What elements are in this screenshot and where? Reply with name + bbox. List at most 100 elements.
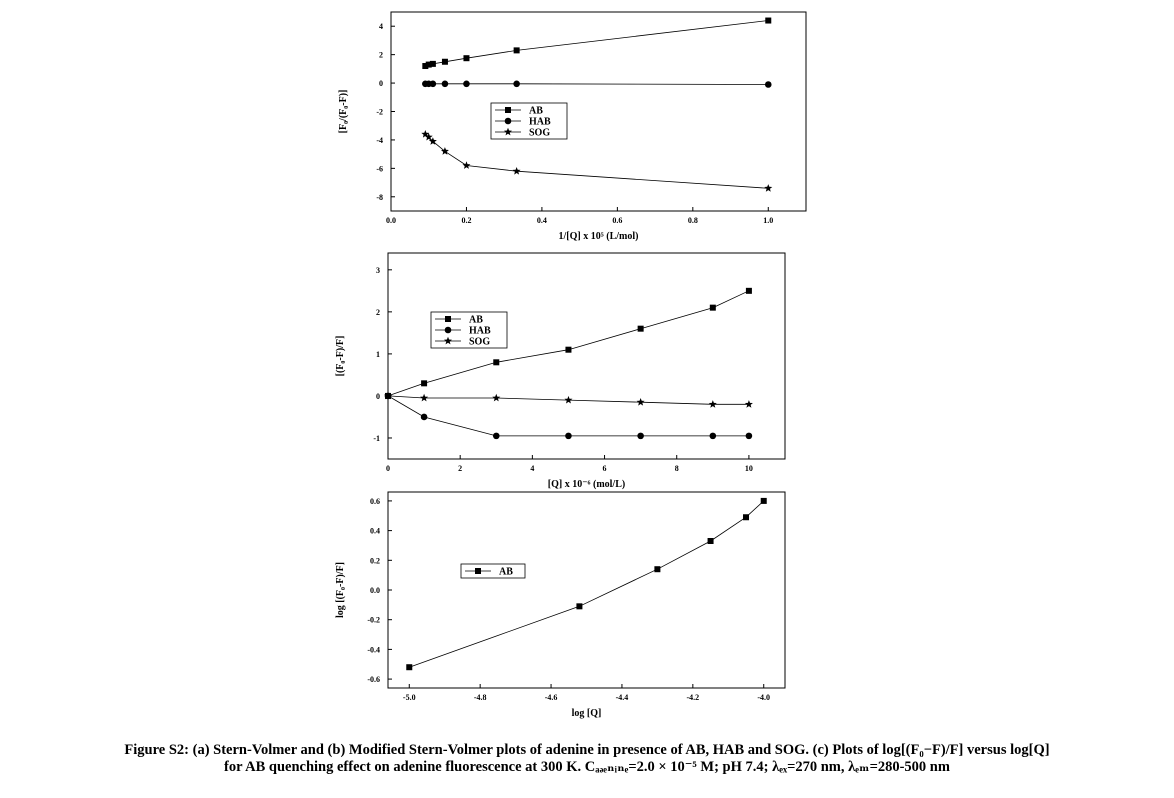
y-tick-label: -4 (376, 136, 383, 145)
data-point (513, 47, 520, 54)
legend-label: AB (469, 315, 483, 326)
data-point (564, 395, 573, 404)
y-tick-label: 0.0 (370, 586, 380, 595)
y-tick-label: 2 (379, 51, 383, 60)
legend-marker (445, 316, 451, 322)
x-tick-label: 6 (603, 464, 607, 473)
series-line (425, 20, 769, 67)
data-point (765, 17, 772, 24)
data-point (420, 393, 429, 402)
x-tick-label: 0.2 (461, 216, 471, 225)
chart-panel-2: 0 2 4 6 8 10 -1 0 1 2 3 [Q] x 10⁻⁶ (mol/L) [(F₀-F)/F… (335, 252, 786, 490)
y-tick-label: -1 (373, 434, 380, 443)
caption-line-1: Figure S2: (a) Stern-Volmer and (b) Modi… (124, 742, 1050, 758)
x-tick-label: -4.4 (616, 693, 629, 702)
y-tick-label: -0.6 (367, 675, 380, 684)
data-point (745, 287, 752, 294)
y-tick-label: -2 (376, 108, 383, 117)
y-tick-label: -8 (376, 193, 383, 202)
data-point (492, 393, 501, 402)
legend-box (460, 563, 526, 579)
data-point (463, 80, 470, 88)
legend-marker (475, 568, 481, 574)
data-point (637, 325, 644, 332)
legend-marker (444, 326, 452, 334)
series-line (409, 500, 764, 668)
data-point (636, 398, 645, 406)
x-tick-label: -5.0 (403, 693, 416, 702)
chart-panel-3: -5.0 -4.8 -4.6 -4.4 -4.2 -4.0 -0.6 -0.4 -0.2 0.0 0… (335, 491, 786, 719)
y-axis-label: [(F₀-F)/F] (335, 336, 346, 377)
y-tick-label: 1 (376, 350, 380, 359)
x-tick-label: 0.6 (612, 216, 622, 225)
data-point (424, 132, 433, 141)
x-tick-label: 2 (458, 464, 462, 473)
data-point (384, 391, 392, 400)
data-point (707, 538, 714, 544)
data-point (422, 63, 429, 70)
y-tick-label: 0.2 (370, 556, 380, 565)
data-point (429, 80, 437, 88)
x-tick-label: -4.2 (687, 693, 700, 702)
legend-label: AB (499, 567, 513, 578)
x-tick-label: 4 (530, 464, 534, 473)
data-point (462, 161, 471, 169)
data-point (421, 130, 430, 138)
legend-label: HAB (529, 117, 551, 128)
data-point (565, 432, 572, 440)
data-point (406, 664, 413, 671)
x-tick-label: 10 (745, 464, 753, 473)
y-tick-label: 2 (376, 308, 380, 317)
data-point (463, 55, 470, 62)
plot-frame (390, 11, 807, 212)
series-sog (384, 391, 753, 408)
chart-panel-1: 0.0 0.2 0.4 0.6 0.8 1.0 -8 -6 -4 -2 0 2 4 1/[Q] x 10⁵… (338, 11, 807, 242)
x-tick-label: -4.0 (757, 693, 770, 702)
plot-frame (387, 252, 786, 460)
data-point (441, 80, 449, 88)
data-point (708, 400, 717, 408)
data-point (744, 400, 753, 408)
y-tick-label: 4 (379, 22, 383, 31)
data-point (654, 566, 661, 573)
legend-label: AB (529, 106, 543, 117)
legend-marker (505, 107, 511, 113)
y-axis-label: [F₀/(F₀-F)] (338, 90, 349, 134)
y-tick-label: 0.6 (370, 497, 380, 506)
x-axis-label: log [Q] (572, 708, 602, 719)
x-tick-label: 0.4 (537, 216, 547, 225)
data-point (428, 137, 437, 145)
series-ab (422, 17, 772, 70)
x-tick-label: 1.0 (763, 216, 773, 225)
data-point (513, 80, 520, 88)
data-point (493, 359, 500, 366)
x-tick-label: -4.6 (545, 693, 558, 702)
x-axis-label: [Q] x 10⁻⁶ (mol/L) (548, 479, 625, 490)
data-point (565, 346, 572, 353)
legend-label: HAB (469, 326, 491, 337)
x-tick-label: 0.8 (688, 216, 698, 225)
data-point (745, 432, 753, 440)
data-point (492, 432, 500, 440)
data-point (429, 60, 436, 67)
data-point (421, 380, 428, 387)
legend-marker (444, 336, 452, 345)
legend-box (490, 102, 568, 140)
series-sog (421, 130, 773, 192)
data-point (764, 184, 773, 192)
data-point (576, 603, 583, 610)
x-tick-label: -4.8 (474, 693, 487, 702)
y-tick-label: -0.4 (367, 645, 380, 654)
y-tick-label: 0 (379, 79, 383, 88)
series-line (425, 133, 769, 189)
y-tick-label: -0.2 (367, 616, 380, 625)
data-point (760, 497, 767, 504)
data-point (709, 304, 716, 311)
data-point (637, 432, 644, 440)
y-tick-label: 3 (376, 266, 380, 275)
data-point (441, 147, 449, 155)
caption-line-2: for AB quenching effect on adenine fluor… (224, 759, 950, 775)
data-point (420, 413, 428, 421)
plot-frame (387, 491, 786, 689)
